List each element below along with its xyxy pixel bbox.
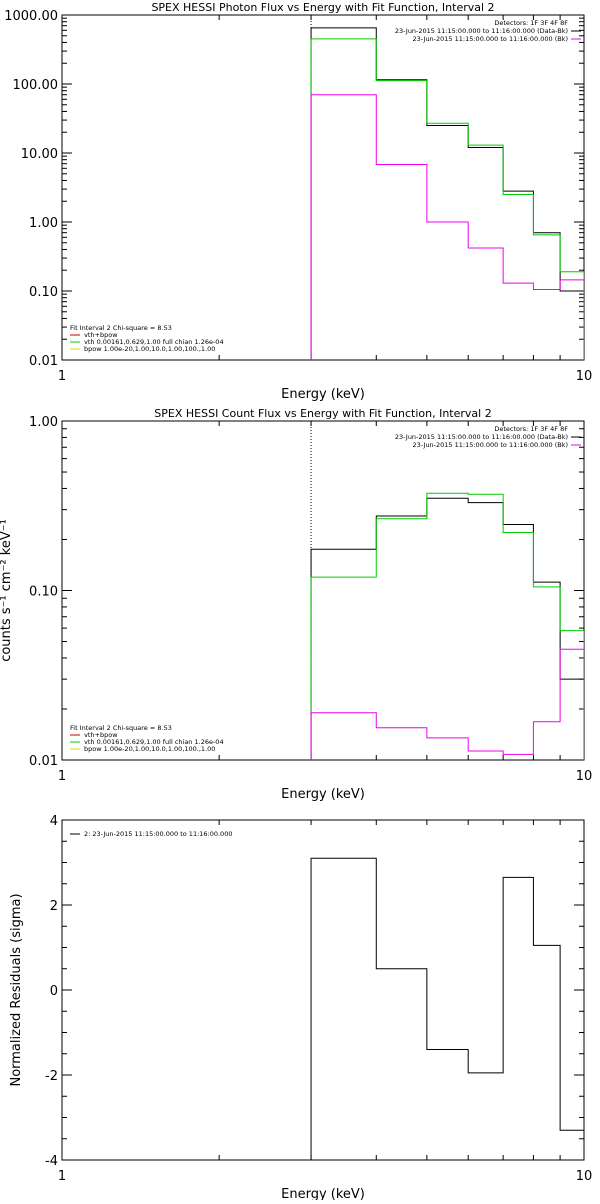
plot-frame <box>61 819 585 1161</box>
y-tick-label: 0.10 <box>29 585 58 600</box>
plot-frame <box>61 14 585 361</box>
chart-title: SPEX HESSI Count Flux vs Energy with Fit… <box>154 407 491 420</box>
y-tick-label: -2 <box>45 1069 58 1084</box>
chart-panel-2: SPEX HESSI Count Flux vs Energy with Fit… <box>0 407 592 802</box>
legend-entry: 23-Jun-2015 11:15:00.000 to 11:16:00.000… <box>395 27 568 35</box>
y-tick-label: -4 <box>45 1154 58 1169</box>
y-tick-label: 10.00 <box>21 147 58 162</box>
legend-entry: 23-Jun-2015 11:15:00.000 to 11:16:00.000… <box>413 35 568 43</box>
x-tick-label: 10 <box>576 369 593 384</box>
y-axis-label: Normalized Residuals (sigma) <box>9 893 24 1086</box>
series-line-3 <box>310 94 584 360</box>
fit-box-entry: bpow 1.00e-20,1.00,10.0,1.00,100.,1.00 <box>84 745 215 753</box>
fit-box-entry: bpow 1.00e-20,1.00,10.0,1.00,100.,1.00 <box>84 345 215 353</box>
legend-entry: 23-Jun-2015 11:15:00.000 to 11:16:00.000… <box>413 441 568 449</box>
y-tick-label: 1.00 <box>29 415 58 430</box>
chart-title: SPEX HESSI Photon Flux vs Energy with Fi… <box>151 1 494 14</box>
fit-box-header: Fit Interval 2 Chi-square = 8.53 <box>70 724 172 732</box>
y-tick-label: 0 <box>50 984 58 999</box>
y-tick-label: 1.00 <box>29 216 58 231</box>
fit-box-entry: vth 0.00161,0.629,1.00 full chian 1.26e-… <box>84 738 224 746</box>
series-line-1 <box>310 857 584 1160</box>
x-tick-label: 1 <box>58 369 66 384</box>
series-line-3 <box>310 648 584 760</box>
x-axis-label: Energy (keV) <box>281 387 365 402</box>
plot-frame <box>61 420 585 761</box>
y-axis-label: counts s⁻¹ cm⁻² keV⁻¹ <box>0 519 14 662</box>
x-axis-label: Energy (keV) <box>281 1187 365 1200</box>
y-tick-label: 100.00 <box>13 78 59 93</box>
legend-entry: 2: 23-Jun-2015 11:15:00.000 to 11:16:00.… <box>84 830 232 838</box>
x-tick-label: 1 <box>58 1169 66 1184</box>
fit-box-header: Fit Interval 2 Chi-square = 8.53 <box>70 324 172 332</box>
fit-box-entry: vth+bpow <box>84 731 118 739</box>
y-tick-label: 0.01 <box>29 354 58 369</box>
series-line-2 <box>310 492 584 760</box>
x-tick-label: 1 <box>58 769 66 784</box>
series-line-1 <box>310 27 584 360</box>
y-tick-label: 2 <box>50 899 58 914</box>
legend-entry: 23-Jun-2015 11:15:00.000 to 11:16:00.000… <box>395 433 568 441</box>
legend-header: Detectors: 1F 3F 4F 8F <box>494 425 568 433</box>
fit-box-entry: vth+bpow <box>84 331 118 339</box>
y-tick-label: 1000.00 <box>4 9 58 24</box>
chart-panel-3: Energy (keV) Normalized Residuals (sigma)… <box>9 814 593 1202</box>
chart-panel-1: SPEX HESSI Photon Flux vs Energy with Fi… <box>4 1 592 402</box>
series-line-1 <box>310 497 584 760</box>
x-axis-label: Energy (keV) <box>281 787 365 802</box>
x-tick-label: 10 <box>576 1169 593 1184</box>
y-tick-label: 0.10 <box>29 285 58 300</box>
series-line-2 <box>310 38 584 360</box>
y-tick-label: 0.01 <box>29 754 58 769</box>
x-tick-label: 10 <box>576 769 593 784</box>
fit-box-entry: vth 0.00161,0.629,1.00 full chian 1.26e-… <box>84 338 224 346</box>
y-tick-label: 4 <box>50 814 58 829</box>
legend-header: Detectors: 1F 3F 4F 8F <box>494 19 568 27</box>
